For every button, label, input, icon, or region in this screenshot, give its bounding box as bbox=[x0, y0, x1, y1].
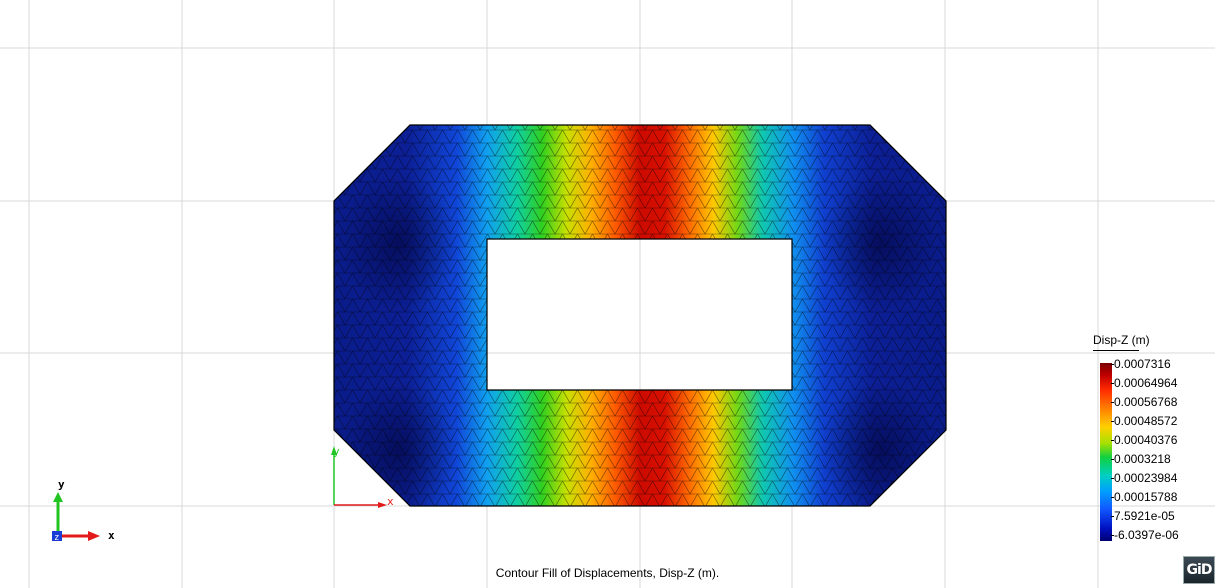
contour-legend[interactable]: Disp-Z (m) 0.0007316 0.00064964 0.000567… bbox=[1093, 333, 1211, 545]
legend-value: 7.5921e-05 bbox=[1111, 509, 1175, 523]
mesh-outline bbox=[333, 124, 947, 507]
gizmo-y-label: y bbox=[58, 478, 65, 491]
gid-logo: GiD bbox=[1183, 556, 1215, 584]
legend-title-underline bbox=[1093, 350, 1139, 351]
legend-value: -6.0397e-06 bbox=[1111, 528, 1179, 542]
legend-color-bar bbox=[1100, 363, 1112, 541]
legend-value: 0.00064964 bbox=[1110, 376, 1178, 390]
legend-value: 0.00048572 bbox=[1110, 414, 1178, 428]
legend-value: 0.00056768 bbox=[1110, 395, 1178, 409]
legend-value: 0.0007316 bbox=[1111, 357, 1171, 371]
view-caption: Contour Fill of Displacements, Disp-Z (m… bbox=[495, 566, 720, 580]
legend-value: 0.0003218 bbox=[1111, 452, 1171, 466]
axes-orientation-gizmo: y x z bbox=[52, 478, 115, 543]
legend-value: 0.00040376 bbox=[1110, 433, 1178, 447]
legend-title: Disp-Z (m) bbox=[1093, 333, 1150, 347]
model-axis-y-label: y bbox=[333, 445, 340, 458]
gizmo-x-label: x bbox=[108, 529, 115, 542]
model-axis-x-label: x bbox=[387, 495, 394, 508]
legend-value: 0.00023984 bbox=[1110, 471, 1178, 485]
model-origin-axes: y x bbox=[331, 445, 394, 508]
legend-value: 0.00015788 bbox=[1110, 490, 1178, 504]
gizmo-z-label: z bbox=[54, 533, 59, 543]
